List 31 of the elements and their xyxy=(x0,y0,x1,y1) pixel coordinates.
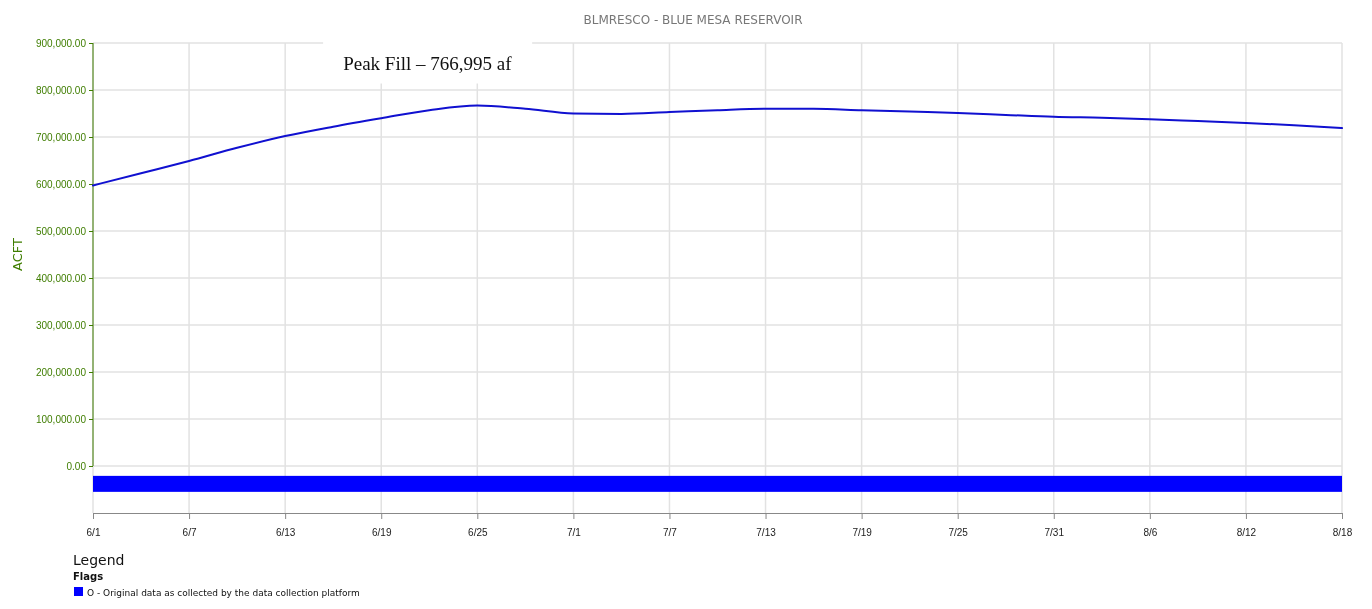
legend-label: O - Original data as collected by the data collection platform xyxy=(87,588,360,598)
y-tick-label: 800,000.00 xyxy=(35,84,87,96)
x-tick-label: 7/31 xyxy=(1044,527,1065,538)
x-tick-label: 6/13 xyxy=(275,527,296,538)
x-tick-label: 7/7 xyxy=(663,527,678,538)
x-tick-label: 7/13 xyxy=(756,527,777,538)
x-tick-label: 7/25 xyxy=(948,527,969,538)
x-tick-label: 6/19 xyxy=(372,527,392,538)
x-tick-label: 6/1 xyxy=(86,527,101,538)
y-tick-label: 200,000.00 xyxy=(35,366,87,378)
x-tick-label: 8/12 xyxy=(1236,527,1257,538)
y-tick-label: 900,000.00 xyxy=(35,37,87,49)
x-tick-label: 6/25 xyxy=(468,527,488,538)
y-tick-label: 100,000.00 xyxy=(35,413,87,425)
y-tick-label: 0.00 xyxy=(66,460,87,472)
annotation: Peak Fill – 766,995 af xyxy=(343,52,513,74)
x-tick-label: 7/1 xyxy=(566,527,582,538)
y-tick-label: 400,000.00 xyxy=(35,272,87,284)
line-series xyxy=(92,104,1343,187)
legend-title: Flags xyxy=(73,571,104,582)
x-tick-label: 7/19 xyxy=(852,527,873,538)
x-tick-label: 8/6 xyxy=(1143,527,1158,538)
x-tick-label: 8/18 xyxy=(1332,527,1353,538)
text: Legend xyxy=(73,552,125,568)
y-tick-label: 500,000.00 xyxy=(35,225,87,237)
y-tick-label: 600,000.00 xyxy=(35,178,87,190)
y-axis-title: ACFT xyxy=(10,237,25,271)
y-tick-label: 300,000.00 xyxy=(35,319,87,331)
y-tick-label: 700,000.00 xyxy=(35,131,87,143)
chart-title: BLMRESCO - BLUE MESA RESERVOIR xyxy=(583,13,803,27)
x-tick-label: 6/7 xyxy=(182,527,197,538)
